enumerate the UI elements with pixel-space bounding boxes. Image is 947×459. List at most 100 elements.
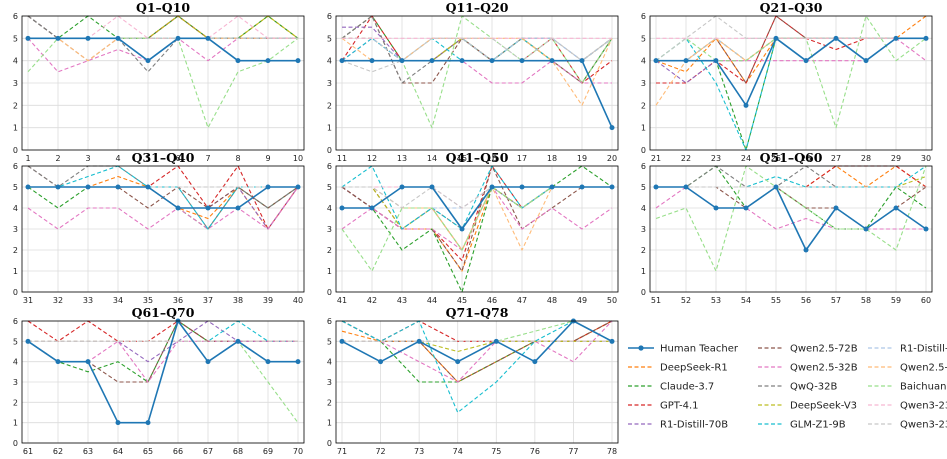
y-tick-label: 0 bbox=[641, 288, 646, 297]
x-tick-label: 13 bbox=[397, 154, 407, 163]
y-tick-label: 1 bbox=[13, 267, 18, 276]
x-tick-label: 62 bbox=[53, 447, 63, 456]
x-tick-label: 25 bbox=[771, 154, 781, 163]
data-point bbox=[532, 359, 538, 365]
series-line-qwq-32b bbox=[27, 165, 299, 230]
panel-frame bbox=[21, 15, 305, 151]
series-line-qwen2-5-32b bbox=[27, 340, 298, 383]
x-tick-label: 67 bbox=[203, 447, 213, 456]
y-tick-label: 1 bbox=[641, 124, 646, 133]
data-point bbox=[713, 58, 719, 64]
data-point bbox=[743, 205, 749, 211]
panel-frame bbox=[649, 15, 933, 151]
panel-title: Q61–Q70 bbox=[132, 305, 195, 320]
x-tick-label: 70 bbox=[293, 447, 303, 456]
y-tick-label: 3 bbox=[641, 225, 646, 234]
x-tick-label: 2 bbox=[55, 154, 60, 163]
data-point bbox=[175, 205, 181, 211]
y-tick-label: 2 bbox=[13, 398, 18, 407]
data-point bbox=[833, 205, 839, 211]
series-line-baichuan2-7b bbox=[342, 15, 613, 129]
series-line-human-teacher bbox=[341, 320, 613, 363]
y-tick-label: 3 bbox=[641, 79, 646, 88]
series-line-human-teacher bbox=[342, 186, 612, 230]
series-line-gpt-4-1 bbox=[27, 320, 298, 342]
series-line-gpt-4-1 bbox=[341, 165, 612, 262]
data-point bbox=[893, 205, 899, 211]
data-point bbox=[205, 359, 211, 365]
x-tick-label: 68 bbox=[233, 447, 243, 456]
panel-title: Q71–Q78 bbox=[446, 305, 509, 320]
panel-frame bbox=[335, 320, 619, 444]
x-tick-label: 11 bbox=[337, 154, 347, 163]
panel-7: Q61–Q70 0 1 2 3 4 5 6 61 62 63 64 65 66 67 68 69 70 bbox=[13, 305, 305, 456]
data-point bbox=[416, 338, 422, 344]
series-line-qwen3-235b-r bbox=[341, 37, 613, 73]
y-tick-label: 0 bbox=[13, 439, 18, 448]
x-tick-label: 75 bbox=[491, 447, 501, 456]
legend-label: DeepSeek-V3 bbox=[790, 401, 857, 412]
x-tick-label: 6 bbox=[175, 154, 180, 163]
x-tick-label: 32 bbox=[53, 296, 63, 305]
series-line-claude-3-7 bbox=[341, 165, 613, 293]
y-tick-label: 2 bbox=[13, 101, 18, 110]
data-point bbox=[115, 184, 121, 190]
data-point bbox=[235, 58, 241, 64]
x-tick-label: 43 bbox=[397, 296, 407, 305]
series-line-qwen3-235b-c bbox=[28, 15, 298, 39]
series-line-qwen2-5-32b bbox=[342, 320, 613, 383]
data-point bbox=[295, 58, 301, 64]
legend: Human Teacher DeepSeek-R1 Claude-3.7 GPT-4.… bbox=[628, 344, 947, 431]
legend-label: GLM-Z1-9B bbox=[790, 420, 846, 431]
data-point bbox=[55, 35, 61, 41]
legend-label: R1-Distill-70B bbox=[660, 420, 728, 431]
series-line-qwen2-5-32b bbox=[27, 186, 299, 230]
x-tick-label: 31 bbox=[23, 296, 33, 305]
y-tick-label: 4 bbox=[13, 57, 18, 66]
data-point bbox=[519, 184, 525, 190]
y-tick-label: 2 bbox=[13, 246, 18, 255]
data-point bbox=[549, 184, 555, 190]
data-point bbox=[429, 184, 435, 190]
panel-frame bbox=[649, 165, 933, 293]
y-tick-label: 6 bbox=[327, 162, 332, 171]
x-tick-label: 73 bbox=[414, 447, 424, 456]
x-tick-label: 61 bbox=[23, 447, 33, 456]
panel-title: Q1–Q10 bbox=[136, 0, 190, 15]
x-tick-label: 54 bbox=[741, 296, 751, 305]
y-tick-label: 1 bbox=[327, 267, 332, 276]
series-line-deepseek-r1 bbox=[656, 165, 927, 188]
data-point bbox=[683, 58, 689, 64]
data-point bbox=[235, 205, 241, 211]
series-line-human-teacher bbox=[27, 320, 298, 424]
panel-frame bbox=[21, 165, 305, 293]
x-tick-label: 41 bbox=[337, 296, 347, 305]
x-tick-label: 46 bbox=[487, 296, 497, 305]
x-tick-label: 27 bbox=[831, 154, 841, 163]
data-point bbox=[339, 205, 345, 211]
panel-frame bbox=[335, 15, 619, 151]
x-tick-label: 35 bbox=[143, 296, 153, 305]
data-point bbox=[205, 205, 211, 211]
data-point bbox=[455, 359, 461, 365]
data-point bbox=[773, 35, 779, 41]
y-tick-label: 2 bbox=[327, 246, 332, 255]
x-tick-label: 20 bbox=[607, 154, 617, 163]
series-line-qwen2-5-7b bbox=[341, 37, 613, 106]
panel-title: Q21–Q30 bbox=[760, 0, 823, 15]
data-point bbox=[683, 184, 689, 190]
panel-title: Q31–Q40 bbox=[132, 150, 195, 165]
data-point bbox=[893, 35, 899, 41]
x-tick-label: 39 bbox=[263, 296, 273, 305]
panel-frame bbox=[21, 320, 305, 444]
y-tick-label: 4 bbox=[641, 57, 646, 66]
data-point bbox=[175, 35, 181, 41]
data-point bbox=[55, 184, 61, 190]
y-tick-label: 5 bbox=[327, 337, 332, 346]
data-point bbox=[145, 58, 151, 64]
series-line-qwen2-5-72b bbox=[27, 320, 298, 383]
data-point bbox=[55, 359, 61, 365]
